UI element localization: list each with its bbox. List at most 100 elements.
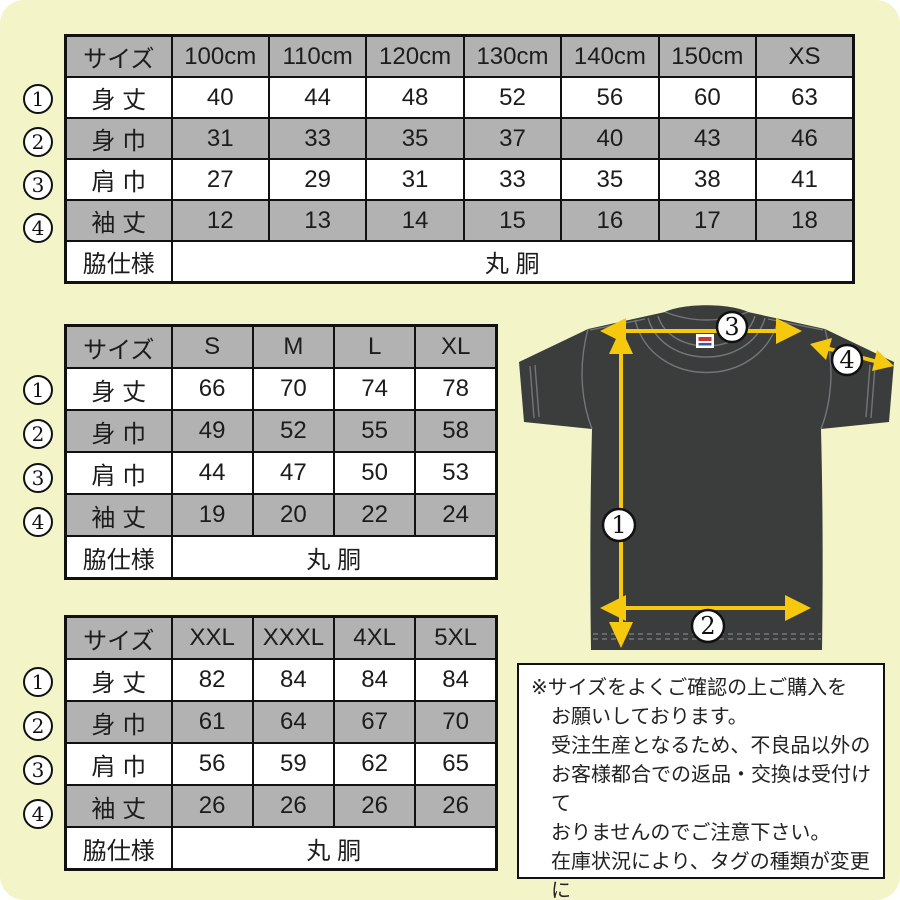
table-row: 袖 丈 12 13 14 15 16 17 18 xyxy=(64,199,855,242)
cell: 63 xyxy=(755,76,855,119)
svg-text:3: 3 xyxy=(724,313,739,341)
cell: 64 xyxy=(251,700,336,744)
row-label: 身 巾 xyxy=(64,700,173,744)
cell: 40 xyxy=(170,76,270,119)
note-line: 受注生産となるため、不良品以外の xyxy=(551,735,871,757)
diagram-marker-4: 4 xyxy=(830,343,864,377)
cell: 46 xyxy=(755,117,855,160)
cell: 17 xyxy=(657,199,758,242)
brand-tag xyxy=(696,334,714,348)
row-marker-2: 2 xyxy=(23,419,53,449)
cell: 52 xyxy=(251,409,336,453)
cell: 26 xyxy=(251,784,336,828)
cell: 26 xyxy=(170,784,254,828)
cell: 38 xyxy=(657,158,758,201)
row-label: 脇仕様 xyxy=(64,826,173,871)
col-header: M xyxy=(251,324,336,369)
note-line: おりませんのでご注意下さい。 xyxy=(551,822,831,844)
cell: 82 xyxy=(170,658,254,702)
table-row: 袖 丈 26 26 26 26 xyxy=(64,784,498,828)
cell: 33 xyxy=(267,117,368,160)
cell: 59 xyxy=(251,742,336,786)
cell: 65 xyxy=(414,742,498,786)
row-label: 袖 丈 xyxy=(64,493,173,537)
size-table-kids: サイズ 100cm 110cm 120cm 130cm 140cm 150cm … xyxy=(64,34,855,284)
cell: 26 xyxy=(414,784,498,828)
table-footer-row: 脇仕様 丸 胴 xyxy=(64,240,855,284)
cell: 18 xyxy=(755,199,855,242)
cell: 43 xyxy=(657,117,758,160)
cell: 55 xyxy=(332,409,417,453)
table-header-row: サイズ 100cm 110cm 120cm 130cm 140cm 150cm … xyxy=(64,34,855,78)
cell: 70 xyxy=(414,700,498,744)
note-line: 在庫状況により、タグの種類が変更に xyxy=(551,851,870,900)
row-marker-4: 4 xyxy=(23,507,53,537)
table-row: 身 巾 49 52 55 58 xyxy=(64,409,498,453)
row-label: 袖 丈 xyxy=(64,784,173,828)
cell: 49 xyxy=(170,409,254,453)
row-label: 脇仕様 xyxy=(64,240,173,284)
measure-arrow-body-length xyxy=(609,328,633,648)
cell: 24 xyxy=(414,493,498,537)
cell: 33 xyxy=(462,158,563,201)
col-header: サイズ xyxy=(64,615,173,660)
cell: 67 xyxy=(332,700,417,744)
cell: 19 xyxy=(170,493,254,537)
row-label: 脇仕様 xyxy=(64,535,173,580)
note-line: お願いしております。 xyxy=(551,706,748,728)
cell: 22 xyxy=(332,493,417,537)
col-header: 110cm xyxy=(267,34,368,78)
col-header: 140cm xyxy=(560,34,660,78)
cell: 26 xyxy=(332,784,417,828)
size-table-big: サイズ XXL XXXL 4XL 5XL 身 丈 82 84 84 84 身 巾… xyxy=(64,615,498,871)
table-footer-row: 脇仕様 丸 胴 xyxy=(64,826,498,871)
row-marker-1: 1 xyxy=(23,375,53,405)
size-table-adult: サイズ S M L XL 身 丈 66 70 74 78 身 巾 49 52 5… xyxy=(64,324,498,580)
row-marker-3: 3 xyxy=(23,170,53,200)
diagram-marker-3: 3 xyxy=(715,310,749,344)
cell: 20 xyxy=(251,493,336,537)
cell: 52 xyxy=(462,76,563,119)
cell: 48 xyxy=(365,76,465,119)
cell: 61 xyxy=(170,700,254,744)
row-label: 身 丈 xyxy=(64,367,173,411)
cell-merged: 丸 胴 xyxy=(170,535,498,580)
col-header: 120cm xyxy=(365,34,465,78)
cell: 31 xyxy=(365,158,465,201)
table-row: 肩 巾 44 47 50 53 xyxy=(64,451,498,495)
note-line: お客様都合での返品・交換は受付けて xyxy=(551,764,871,815)
cell: 41 xyxy=(755,158,855,201)
col-header: L xyxy=(332,324,417,369)
cell: 31 xyxy=(170,117,270,160)
cell: 14 xyxy=(365,199,465,242)
cell-merged: 丸 胴 xyxy=(170,826,498,871)
col-header: XXL xyxy=(170,615,254,660)
table-row: 袖 丈 19 20 22 24 xyxy=(64,493,498,537)
cell-merged: 丸 胴 xyxy=(170,240,855,284)
col-header: 100cm xyxy=(170,34,270,78)
cell: 66 xyxy=(170,367,254,411)
cell: 35 xyxy=(560,158,660,201)
cell: 29 xyxy=(267,158,368,201)
table-header-row: サイズ XXL XXXL 4XL 5XL xyxy=(64,615,498,660)
row-marker-1: 1 xyxy=(23,84,53,114)
cell: 53 xyxy=(414,451,498,495)
col-header: XL xyxy=(414,324,498,369)
row-label: 身 巾 xyxy=(64,117,173,160)
cell: 84 xyxy=(332,658,417,702)
col-header: 150cm xyxy=(657,34,758,78)
cell: 40 xyxy=(560,117,660,160)
col-header: S xyxy=(170,324,254,369)
cell: 60 xyxy=(657,76,758,119)
row-marker-3: 3 xyxy=(23,755,53,785)
row-marker-2: 2 xyxy=(23,127,53,157)
col-header: XS xyxy=(755,34,855,78)
row-label: 肩 巾 xyxy=(64,158,173,201)
svg-text:4: 4 xyxy=(839,346,854,374)
cell: 74 xyxy=(332,367,417,411)
row-marker-4: 4 xyxy=(23,799,53,829)
note-line: ※サイズをよくご確認の上ご購入を xyxy=(531,677,848,699)
table-header-row: サイズ S M L XL xyxy=(64,324,498,369)
cell: 44 xyxy=(170,451,254,495)
table-row: 身 巾 61 64 67 70 xyxy=(64,700,498,744)
